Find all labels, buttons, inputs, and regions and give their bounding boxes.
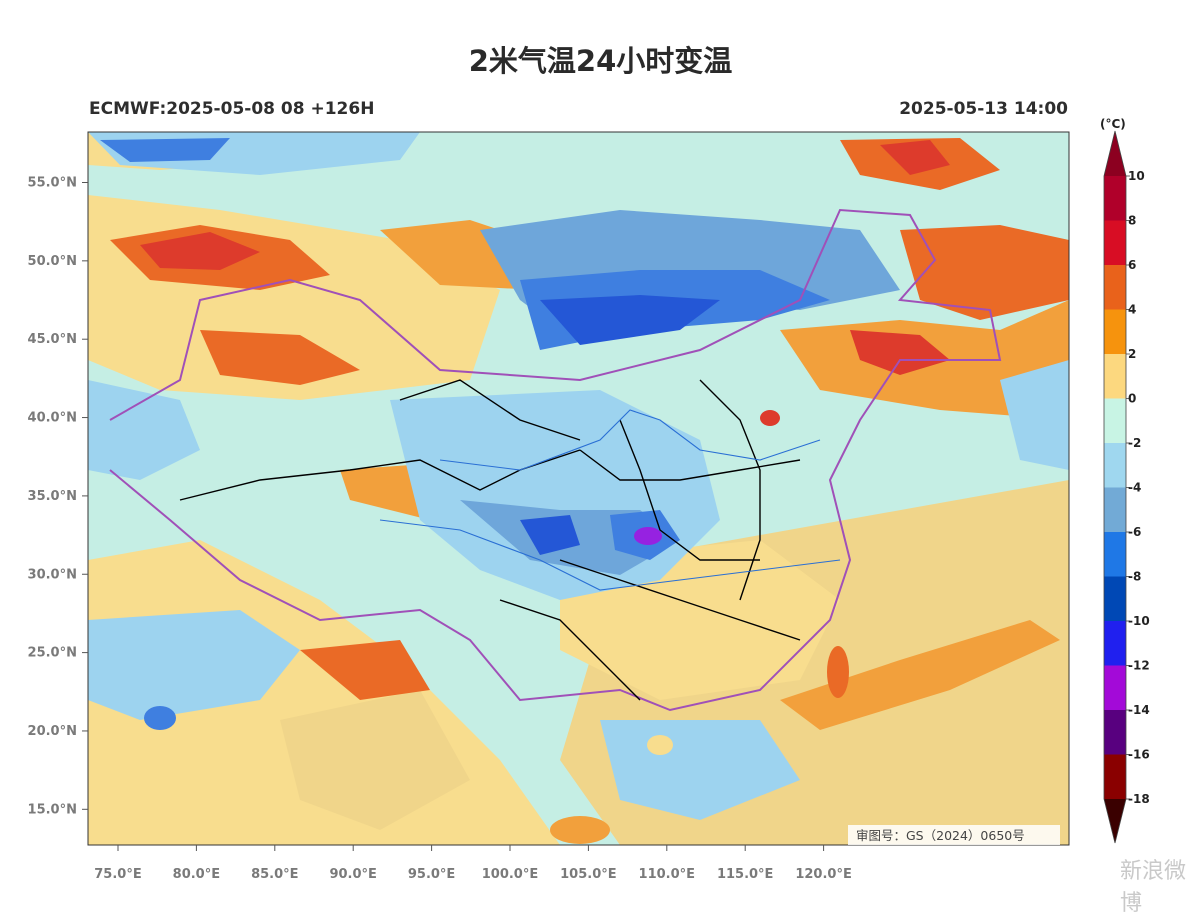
colorbar-segment — [1104, 710, 1126, 755]
chart-title: 2米气温24小时变温 — [468, 44, 733, 78]
province-border — [619, 419, 760, 561]
lon-tick-label: 90.0°E — [329, 867, 376, 882]
colorbar-label: -10 — [1128, 614, 1150, 628]
cool-west-region — [88, 380, 200, 480]
hot-far-east-region — [900, 225, 1069, 320]
very-hot-north-region — [880, 140, 950, 175]
colorbar-label: 10 — [1128, 169, 1145, 183]
warm-streak-east-sea — [780, 620, 1060, 730]
valid-time-label: 2025-05-13 14:00 — [899, 99, 1068, 119]
review-number: 审图号：GS（2024）0650号 — [856, 828, 1025, 843]
colorbar-segment — [1104, 265, 1126, 310]
colorbar-label: -18 — [1128, 792, 1150, 806]
very-cold-mongolia-region — [540, 295, 720, 345]
lon-tick-label: 75.0°E — [94, 867, 141, 882]
colorbar-segment — [1104, 621, 1126, 666]
lat-tick-label: 50.0°N — [28, 254, 77, 269]
province-border — [559, 559, 801, 641]
colorbar-label: -16 — [1128, 748, 1150, 762]
cool-east-region — [1000, 360, 1069, 470]
colorbar-label: 4 — [1128, 303, 1136, 317]
cool-india-region — [88, 610, 300, 720]
lat-tick-label: 45.0°N — [28, 332, 77, 347]
latitude-axis: 55.0°N 50.0°N 45.0°N 40.0°N 35.0°N 30.0°N 25.0… — [28, 176, 88, 817]
colorbar-label: -12 — [1128, 659, 1150, 673]
lat-tick-label: 35.0°N — [28, 489, 77, 504]
colorbar-label: -4 — [1128, 481, 1141, 495]
colorbar-segment — [1104, 665, 1126, 710]
lat-tick-label: 30.0°N — [28, 567, 77, 582]
river — [379, 519, 841, 591]
lon-tick-label: 115.0°E — [717, 867, 774, 882]
lat-tick-label: 15.0°N — [28, 802, 77, 817]
colorbar-unit: (°C) — [1100, 117, 1126, 131]
lat-tick-label: 20.0°N — [28, 724, 77, 739]
colorbar-segment — [1104, 309, 1126, 354]
warm-bay-region — [280, 690, 470, 830]
colorbar-bottom-arrow — [1104, 799, 1126, 843]
colorbar-segment — [1104, 176, 1126, 221]
colorbar-segment — [1104, 487, 1126, 532]
colorbar-label: 8 — [1128, 214, 1136, 228]
lon-tick-label: 120.0°E — [795, 867, 852, 882]
province-border — [399, 379, 581, 441]
lat-tick-label: 40.0°N — [28, 411, 77, 426]
lon-tick-label: 110.0°E — [639, 867, 696, 882]
colorbar-label: 2 — [1128, 347, 1136, 361]
cold-top-left-region — [100, 138, 230, 162]
watermark: 新浪微博 — [1120, 859, 1187, 916]
colorbar-top-arrow — [1104, 131, 1126, 176]
colorbar-segment — [1104, 220, 1126, 265]
colorbar-label: -6 — [1128, 525, 1141, 539]
national-border — [109, 208, 1002, 712]
very-cold-sichuan-region — [520, 515, 580, 555]
colorbar-label: -2 — [1128, 436, 1141, 450]
colorbar-label: 0 — [1128, 392, 1136, 406]
lon-tick-label: 95.0°E — [408, 867, 455, 882]
colorbar-label: -14 — [1128, 703, 1150, 717]
colorbar-segment — [1104, 754, 1126, 799]
colorbar-segment — [1104, 532, 1126, 577]
colorbar-segment — [1104, 576, 1126, 621]
lat-tick-label: 55.0°N — [28, 176, 77, 191]
model-run-label: ECMWF:2025-05-08 08 +126H — [89, 99, 375, 119]
review-number-box: 审图号：GS（2024）0650号 — [848, 825, 1060, 845]
colorbar: 10 8 6 4 2 0 -2 -4 -6 -8 -10 -12 -14 -16 -18 — [1103, 130, 1150, 844]
colorbar-label: 6 — [1128, 258, 1136, 272]
lat-tick-label: 25.0°N — [28, 646, 77, 661]
colorbar-label: -8 — [1128, 570, 1141, 584]
cold-spot-india — [144, 706, 176, 730]
longitude-axis: 75.0°E 80.0°E 85.0°E 90.0°E 95.0°E 100.0°E 105… — [94, 845, 852, 882]
strong-cooling-core — [634, 527, 662, 545]
colorbar-segment — [1104, 398, 1126, 443]
river — [439, 409, 821, 471]
hot-myanmar-region — [300, 640, 430, 700]
colorbar-segment — [1104, 354, 1126, 399]
province-border — [579, 449, 801, 481]
lon-tick-label: 85.0°E — [251, 867, 298, 882]
colorbar-segment — [1104, 443, 1126, 488]
hot-liaoning-region — [850, 330, 950, 375]
lon-tick-label: 105.0°E — [560, 867, 617, 882]
hot-spot-beijing — [760, 410, 780, 426]
hot-xinjiang-north-region — [200, 330, 360, 385]
province-border — [499, 599, 641, 701]
lon-tick-label: 100.0°E — [482, 867, 539, 882]
very-hot-west-siberia-region — [140, 232, 260, 270]
hainan-island — [647, 735, 673, 755]
warm-spot-south — [550, 816, 610, 844]
taiwan-island — [827, 646, 849, 698]
lon-tick-label: 80.0°E — [173, 867, 220, 882]
map-frame — [87, 131, 1070, 846]
